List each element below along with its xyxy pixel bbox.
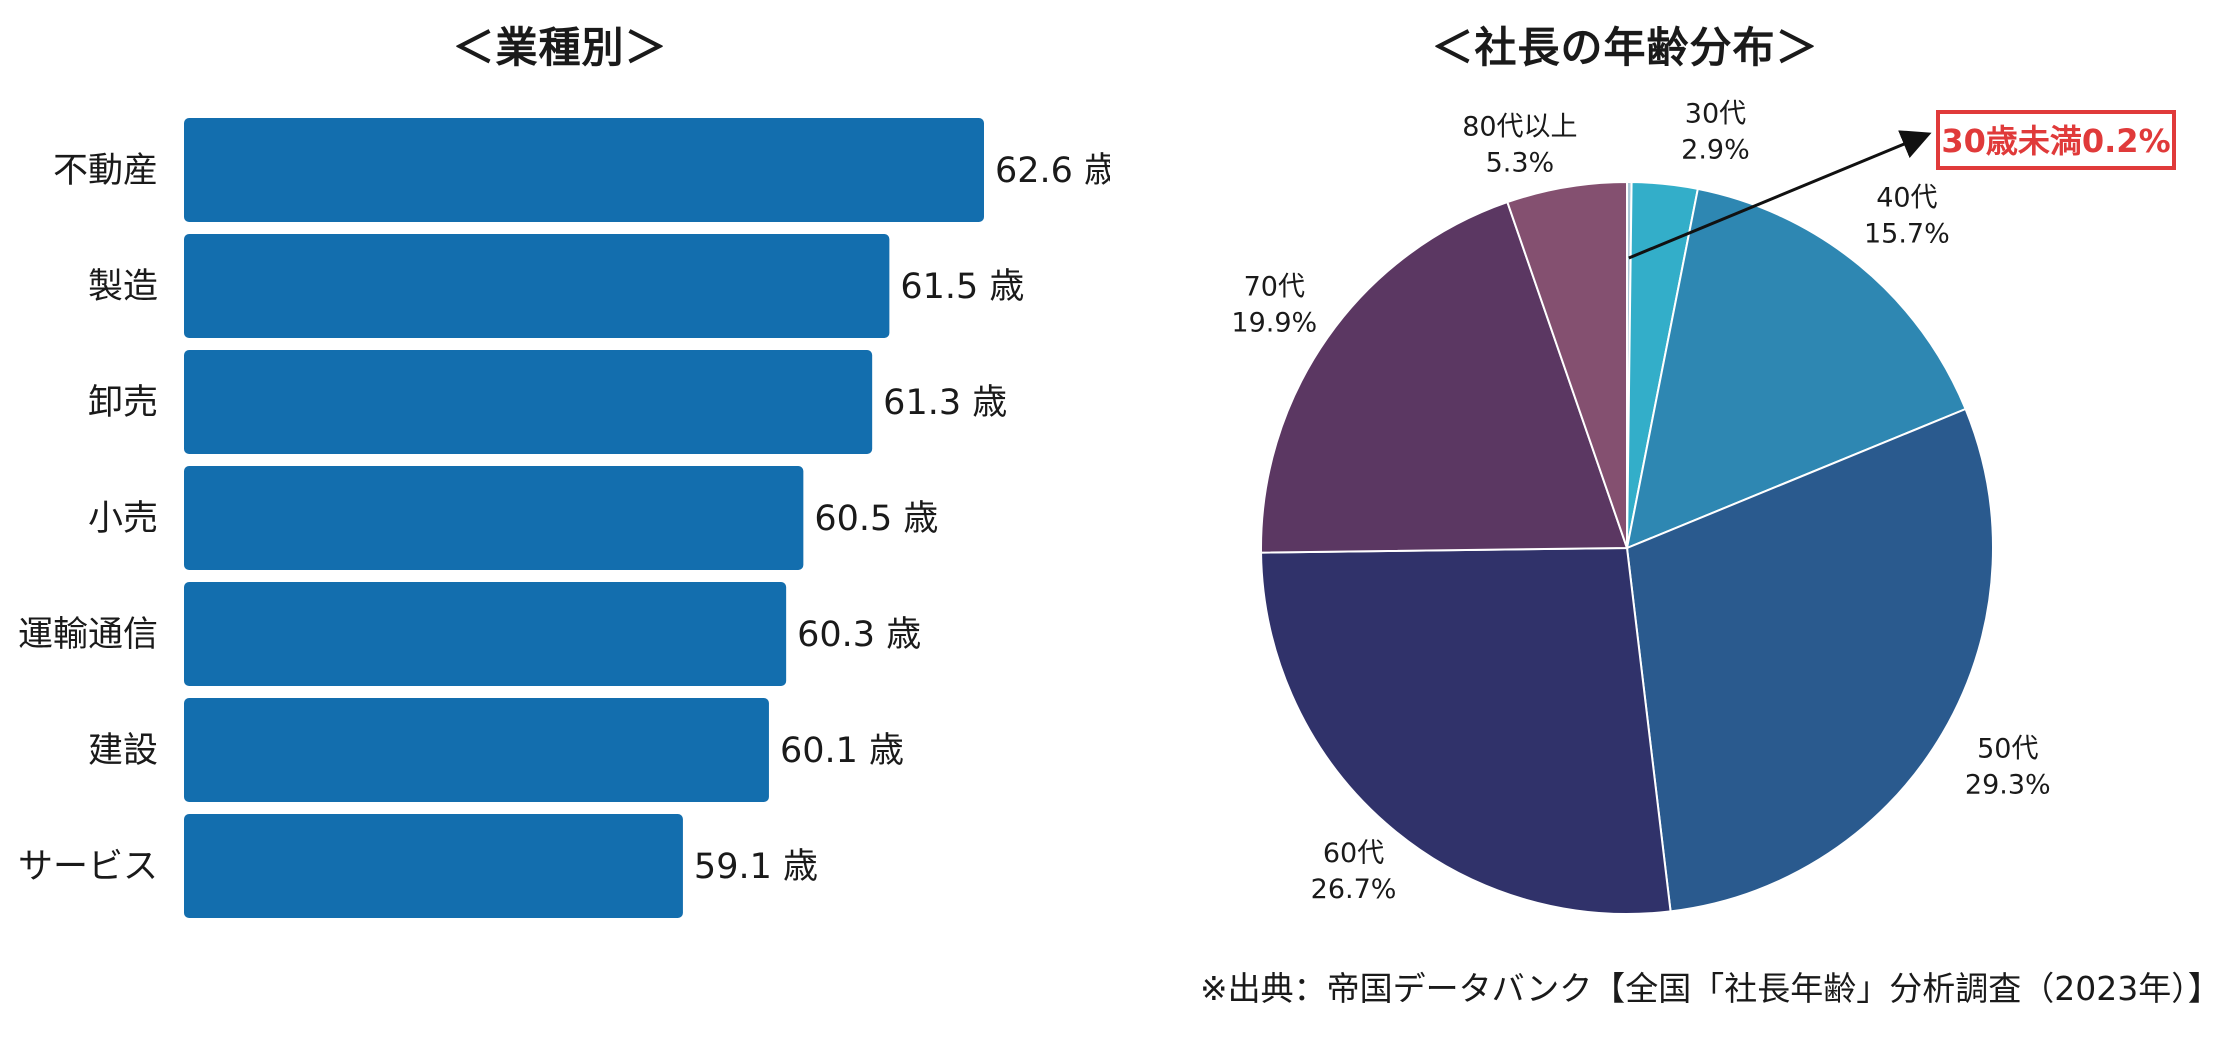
- pie-slice-3: [1625, 407, 1994, 913]
- slice-label-2-line-0: 40代: [1876, 183, 1937, 214]
- slice-label-6-line-0: 80代以上: [1462, 112, 1577, 143]
- category-label-2: 卸売: [88, 383, 158, 423]
- value-label-2: 61.3 歳: [883, 383, 1007, 423]
- pie-slice-2: [1625, 187, 1967, 550]
- slice-label-5-line-0: 70代: [1244, 272, 1305, 303]
- callout-text: 30歳未満0.2%: [1941, 122, 2170, 160]
- slice-label-4-line-1: 26.7%: [1311, 874, 1397, 905]
- value-label-3: 60.5 歳: [814, 499, 938, 539]
- category-label-3: 小売: [88, 499, 158, 539]
- slice-label-4-line-0: 60代: [1323, 838, 1384, 869]
- slice-label-6-line-1: 5.3%: [1486, 148, 1555, 179]
- callout-arrow: [1628, 130, 1932, 260]
- value-label-0: 62.6 歳: [995, 151, 1110, 191]
- slice-label-3-line-1: 29.3%: [1965, 770, 2051, 801]
- source-note: ※出典：帝国データバンク【全国「社長年齢」分析調査（2023年）】: [1200, 969, 2218, 1008]
- slice-label-5-line-1: 19.9%: [1231, 308, 1317, 339]
- value-label-6: 59.1 歳: [694, 847, 818, 887]
- value-label-4: 60.3 歳: [797, 615, 921, 655]
- bar-5: [184, 698, 769, 802]
- category-label-4: 運輸通信: [18, 615, 158, 655]
- category-label-6: サービス: [18, 847, 158, 887]
- pie-chart-title: ＜社長の年齢分布＞: [1431, 23, 1819, 72]
- slice-label-1-line-0: 30代: [1685, 98, 1746, 129]
- bar-2: [184, 350, 873, 454]
- pie-slice-6: [1506, 180, 1628, 549]
- bar-1: [184, 234, 890, 338]
- bar-0: [184, 118, 984, 222]
- bar-3: [184, 466, 804, 570]
- slice-label-1-line-1: 2.9%: [1681, 134, 1750, 165]
- bar-4: [184, 582, 787, 686]
- pie-slice-4: [1260, 546, 1672, 915]
- category-label-1: 製造: [88, 267, 158, 307]
- slice-label-3-line-0: 50代: [1977, 734, 2038, 765]
- pie-slice-5: [1260, 200, 1629, 554]
- value-label-1: 61.5 歳: [900, 267, 1024, 307]
- bar-chart-title: ＜業種別＞: [452, 23, 668, 72]
- category-label-0: 不動産: [53, 151, 158, 191]
- callout-box: [1936, 110, 2176, 170]
- slice-label-2-line-1: 15.7%: [1864, 219, 1950, 250]
- age-distribution-pie-chart: 30代 2.9% 40代 15.7% 50代 29.3% 60代 26.7% 70代 19.9% 8…: [1231, 98, 2176, 915]
- bar-6: [184, 814, 683, 918]
- category-label-5: 建設: [88, 731, 158, 771]
- value-label-5: 60.1 歳: [780, 731, 904, 771]
